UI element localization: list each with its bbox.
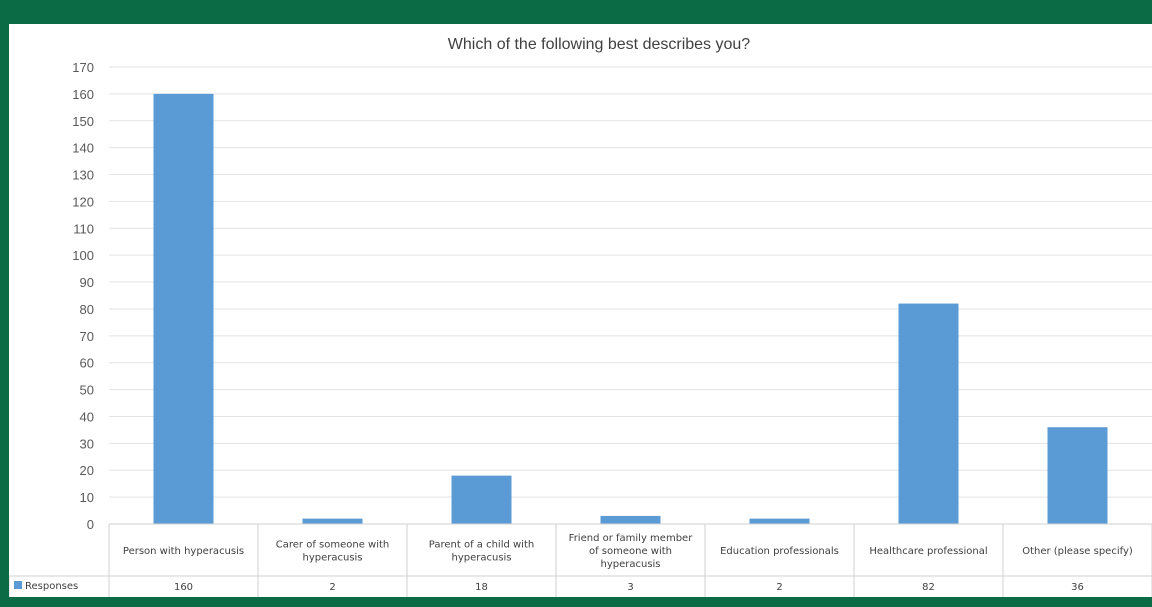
chart-title: Which of the following best describes yo… bbox=[447, 36, 751, 53]
y-axis-ticks: 0 10 20 30 40 50 60 70 80 90 100 110 120 130 140 150 160… bbox=[72, 60, 94, 532]
x-tick-label: Carer of someone with hyperacusis bbox=[276, 540, 390, 564]
bar bbox=[600, 515, 661, 524]
bar-chart: 0 10 20 30 40 50 60 70 80 90 100 110 120 130 140 150 160… bbox=[9, 60, 1152, 597]
data-label: 18 bbox=[475, 582, 488, 593]
y-tick-label: 80 bbox=[80, 302, 94, 317]
bar bbox=[451, 475, 512, 524]
bar bbox=[749, 518, 810, 524]
y-tick-label: 30 bbox=[80, 436, 94, 451]
x-tick-label: Parent of a child with hyperacusis bbox=[429, 540, 534, 564]
x-tick-label: Other (please specify) bbox=[1022, 546, 1133, 557]
x-tick-label: Healthcare professional bbox=[869, 546, 987, 557]
bar bbox=[898, 303, 959, 524]
data-label: 2 bbox=[329, 582, 335, 593]
y-tick-label: 60 bbox=[80, 356, 94, 371]
y-tick-label: 100 bbox=[72, 248, 94, 263]
chart-panel: Which of the following best describes yo… bbox=[9, 24, 1152, 597]
y-tick-label: 160 bbox=[72, 87, 94, 102]
y-tick-label: 150 bbox=[72, 114, 94, 129]
y-tick-label: 40 bbox=[80, 409, 94, 424]
legend-label: Responses bbox=[25, 581, 78, 592]
x-tick-label: Person with hyperacusis bbox=[123, 546, 244, 557]
data-label: 2 bbox=[776, 582, 782, 593]
bars bbox=[153, 93, 1108, 524]
data-table: Person with hyperacusis Carer of someone … bbox=[9, 523, 1152, 597]
data-label: 3 bbox=[627, 582, 633, 593]
y-tick-label: 20 bbox=[80, 463, 94, 478]
y-tick-label: 140 bbox=[72, 141, 94, 156]
y-tick-label: 50 bbox=[80, 383, 94, 398]
y-tick-label: 120 bbox=[72, 194, 94, 209]
bar bbox=[153, 93, 214, 524]
y-tick-label: 170 bbox=[72, 60, 94, 75]
y-tick-label: 0 bbox=[87, 517, 94, 532]
data-label: 82 bbox=[922, 582, 935, 593]
y-tick-label: 130 bbox=[72, 168, 94, 183]
data-label: 36 bbox=[1071, 582, 1084, 593]
data-label: 160 bbox=[174, 582, 193, 593]
y-tick-label: 110 bbox=[73, 221, 94, 236]
y-tick-label: 90 bbox=[80, 275, 94, 290]
y-tick-label: 70 bbox=[80, 329, 94, 344]
x-tick-label: Friend or family member of someone with hy… bbox=[569, 533, 694, 570]
y-tick-label: 10 bbox=[80, 490, 94, 505]
bar bbox=[1047, 427, 1108, 524]
legend-swatch bbox=[14, 581, 22, 589]
x-tick-label: Education professionals bbox=[720, 546, 839, 557]
gridlines bbox=[109, 66, 1152, 525]
bar bbox=[302, 518, 363, 524]
